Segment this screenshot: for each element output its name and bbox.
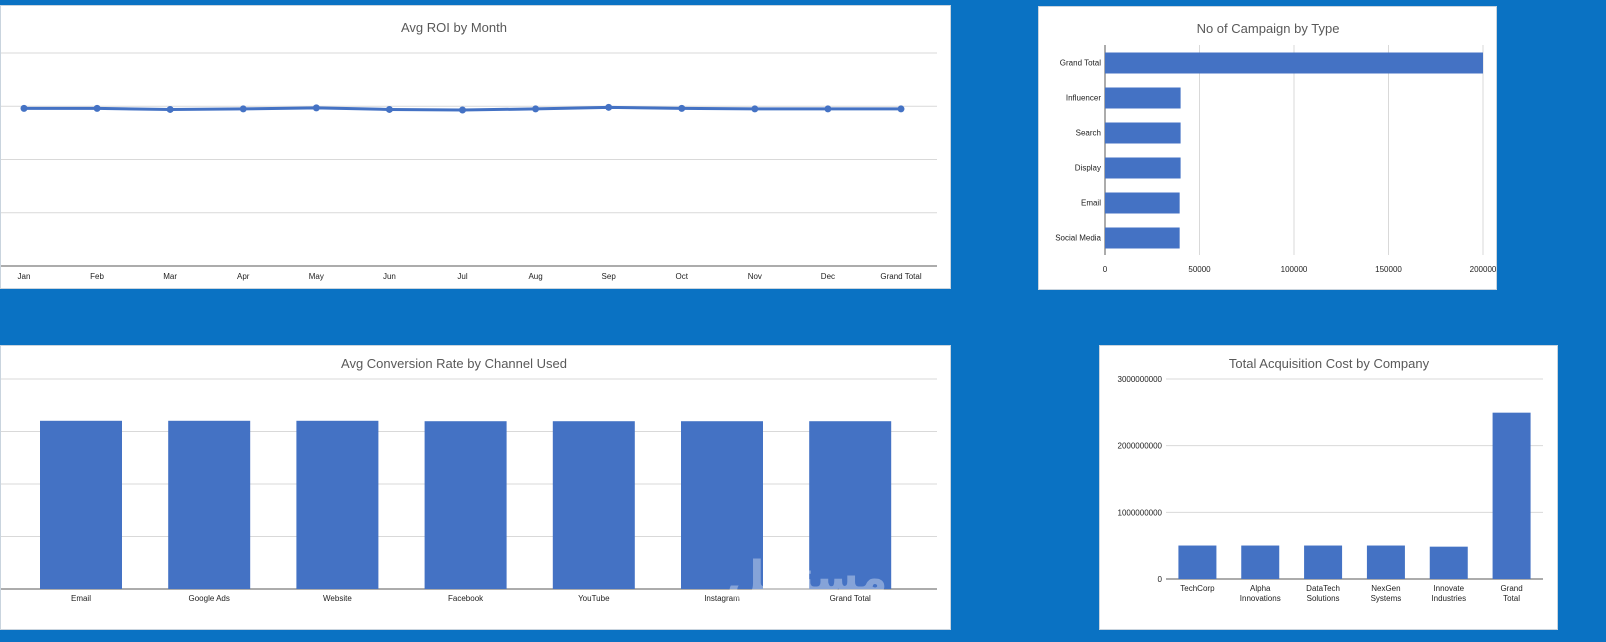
roi-line-chart: Avg ROI by Month Jan Feb Mar Apr May Jun Jul Au… [1, 20, 937, 281]
roi-point [605, 103, 613, 111]
campaign-bar [1105, 52, 1483, 74]
x-tick-label: Instagram [704, 594, 740, 603]
x-tick-label: Mar [163, 272, 177, 281]
y-tick-label: Search [1076, 129, 1101, 138]
roi-point [897, 105, 905, 113]
x-tick-label: Innovate Industries [1431, 584, 1466, 603]
roi-point [824, 105, 832, 113]
acquisition-bar [1178, 545, 1217, 579]
x-tick-label: 200000 [1470, 265, 1497, 274]
campaign-bar [1105, 87, 1181, 109]
roi-point [751, 105, 759, 113]
x-tick-label: May [309, 272, 324, 281]
y-tick-label: Display [1075, 164, 1101, 173]
x-tick-label: Jun [383, 272, 396, 281]
x-tick-label: Grand Total [1500, 584, 1522, 603]
y-tick-label: Grand Total [1060, 59, 1101, 68]
x-tick-label: DataTech Solutions [1306, 584, 1340, 603]
roi-point [532, 105, 540, 113]
chart-title: Avg Conversion Rate by Channel Used [341, 356, 567, 371]
x-tick-label: Alpha Innovations [1240, 584, 1281, 603]
x-tick-label: Dec [821, 272, 835, 281]
roi-point [93, 104, 101, 112]
roi-point [239, 105, 247, 113]
conversion-rate-bar-chart-panel: Avg Conversion Rate by Channel Used Emai… [0, 345, 951, 630]
x-tick-label: Aug [528, 272, 542, 281]
x-tick-label: TechCorp [1180, 584, 1215, 593]
y-tick-label: 2000000000 [1118, 442, 1163, 451]
roi-point [459, 106, 466, 114]
x-tick-label: 100000 [1281, 265, 1308, 274]
y-tick-label: 0 [1158, 575, 1163, 584]
y-tick-label: 3000000000 [1118, 375, 1163, 384]
x-tick-label: Grand Total [880, 272, 921, 281]
y-tick-label: 1000000000 [1118, 508, 1163, 517]
x-tick-label: Jul [457, 272, 467, 281]
x-tick-label: Sep [602, 272, 617, 281]
acquisition-cost-bar-chart: Total Acquisition Cost by Company 0 10000… [1118, 356, 1543, 603]
campaign-bar [1105, 192, 1180, 214]
x-tick-label: Apr [237, 272, 250, 281]
campaign-type-bar-chart-panel: No of Campaign by Type 0 50000 100000 15000… [1038, 6, 1497, 290]
chart-title: No of Campaign by Type [1197, 21, 1340, 36]
acquisition-bar [1366, 545, 1405, 579]
roi-point [312, 104, 320, 112]
acquisition-bar [1429, 546, 1468, 579]
roi-point [20, 104, 28, 112]
acquisition-bar [1241, 545, 1280, 579]
acquisition-bar [1304, 545, 1343, 579]
roi-point [678, 104, 686, 112]
x-tick-label: YouTube [578, 594, 610, 603]
campaign-bar [1105, 227, 1180, 249]
chart-title: Avg ROI by Month [401, 20, 507, 35]
campaign-bar [1105, 122, 1181, 144]
chart-title: Total Acquisition Cost by Company [1229, 356, 1430, 371]
roi-line-chart-panel: Avg ROI by Month Jan Feb Mar Apr May Jun Jul Au… [0, 5, 951, 289]
y-tick-label: Influencer [1066, 94, 1101, 103]
x-tick-label: Facebook [448, 594, 484, 603]
x-tick-label: 50000 [1188, 265, 1211, 274]
x-tick-label: 150000 [1375, 265, 1402, 274]
acquisition-cost-bar-chart-panel: Total Acquisition Cost by Company 0 10000… [1099, 345, 1558, 630]
x-tick-label: Grand Total [830, 594, 871, 603]
x-tick-label: Jan [18, 272, 31, 281]
conversion-bar [168, 420, 251, 589]
campaign-bar [1105, 157, 1181, 179]
x-tick-label: Website [323, 594, 352, 603]
x-tick-label: Google Ads [189, 594, 230, 603]
conversion-bar [296, 420, 379, 589]
x-tick-label: Nov [748, 272, 762, 281]
y-tick-label: Email [1081, 199, 1101, 208]
x-tick-label: Oct [676, 272, 689, 281]
conversion-bar [40, 420, 122, 589]
conversion-bar [552, 421, 635, 589]
conversion-bar [424, 421, 507, 589]
conversion-bar [809, 421, 892, 589]
x-tick-label: Feb [90, 272, 104, 281]
roi-point [385, 105, 393, 113]
acquisition-bar [1492, 412, 1531, 579]
campaign-type-bar-chart: No of Campaign by Type 0 50000 100000 15000… [1055, 21, 1497, 274]
roi-point [166, 105, 174, 113]
y-tick-label: Social Media [1055, 234, 1101, 243]
x-tick-label: 0 [1103, 265, 1108, 274]
conversion-rate-bar-chart: Avg Conversion Rate by Channel Used Emai… [1, 356, 937, 603]
x-tick-label: Email [71, 594, 91, 603]
conversion-bar [681, 421, 763, 589]
x-tick-label: NexGen Systems [1371, 584, 1402, 603]
